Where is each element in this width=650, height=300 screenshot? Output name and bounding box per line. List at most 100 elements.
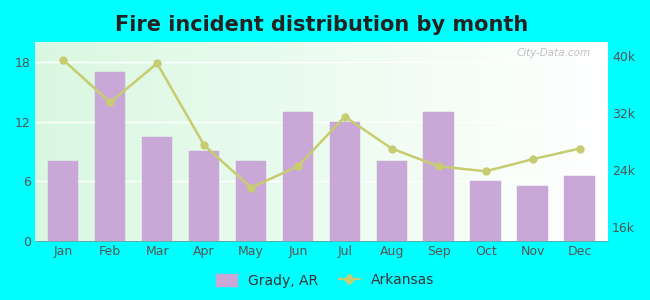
Bar [504, 42, 510, 241]
Bar [396, 42, 402, 241]
Bar [556, 42, 562, 241]
Bar [321, 42, 327, 241]
Bar [602, 42, 608, 241]
Bar [35, 42, 41, 241]
Bar [115, 42, 121, 241]
Bar [528, 42, 533, 241]
Bar [482, 42, 488, 241]
Bar [379, 42, 384, 241]
Bar [510, 42, 516, 241]
Bar [184, 42, 190, 241]
Bar [356, 42, 361, 241]
Bar [493, 42, 499, 241]
Bar [470, 42, 476, 241]
Bar [567, 42, 573, 241]
Bar [64, 42, 70, 241]
Bar [453, 42, 459, 241]
Bar [436, 42, 441, 241]
Bar [333, 42, 339, 241]
Bar [155, 42, 161, 241]
Bar [402, 42, 408, 241]
Bar [344, 42, 350, 241]
Bar [138, 42, 144, 241]
Bar [109, 42, 115, 241]
Bar [413, 42, 419, 241]
Bar [47, 42, 52, 241]
Bar [58, 42, 64, 241]
Bar [310, 42, 316, 241]
Bar [292, 42, 298, 241]
Bar [488, 42, 493, 241]
Bar [236, 161, 266, 241]
Bar [361, 42, 367, 241]
Bar [459, 42, 465, 241]
Bar [424, 42, 430, 241]
Bar [564, 176, 595, 241]
Bar [167, 42, 172, 241]
Bar [95, 72, 125, 241]
Bar [218, 42, 224, 241]
Bar [121, 42, 127, 241]
Bar [596, 42, 602, 241]
Bar [133, 42, 138, 241]
Bar [471, 181, 501, 241]
Bar [350, 42, 356, 241]
Bar [144, 42, 150, 241]
Bar [304, 42, 310, 241]
Bar [52, 42, 58, 241]
Bar [276, 42, 281, 241]
Bar [562, 42, 567, 241]
Bar [367, 42, 373, 241]
Bar [522, 42, 528, 241]
Bar [247, 42, 253, 241]
Bar [201, 42, 207, 241]
Bar [327, 42, 333, 241]
Bar [408, 42, 413, 241]
Bar [283, 112, 313, 241]
Bar [447, 42, 453, 241]
Bar [376, 161, 407, 241]
Bar [196, 42, 201, 241]
Bar [499, 42, 504, 241]
Bar [573, 42, 579, 241]
Bar [533, 42, 539, 241]
Bar [150, 42, 155, 241]
Bar [86, 42, 92, 241]
Bar [465, 42, 470, 241]
Bar [316, 42, 321, 241]
Bar [281, 42, 287, 241]
Bar [384, 42, 390, 241]
Bar [591, 42, 596, 241]
Bar [476, 42, 482, 241]
Title: Fire incident distribution by month: Fire incident distribution by month [115, 15, 528, 35]
Bar [264, 42, 270, 241]
Legend: Grady, AR, Arkansas: Grady, AR, Arkansas [211, 268, 439, 293]
Text: City-Data.com: City-Data.com [516, 48, 591, 58]
Bar [224, 42, 229, 241]
Bar [253, 42, 259, 241]
Bar [419, 42, 424, 241]
Bar [339, 42, 345, 241]
Bar [287, 42, 292, 241]
Bar [213, 42, 218, 241]
Bar [430, 42, 436, 241]
Bar [92, 42, 98, 241]
Bar [241, 42, 247, 241]
Bar [259, 42, 264, 241]
Bar [551, 42, 556, 241]
Bar [188, 152, 219, 241]
Bar [104, 42, 109, 241]
Bar [207, 42, 213, 241]
Bar [48, 161, 79, 241]
Bar [579, 42, 585, 241]
Bar [172, 42, 178, 241]
Bar [270, 42, 276, 241]
Bar [190, 42, 196, 241]
Bar [539, 42, 545, 241]
Bar [330, 122, 360, 241]
Bar [161, 42, 167, 241]
Bar [235, 42, 241, 241]
Bar [81, 42, 86, 241]
Bar [373, 42, 379, 241]
Bar [517, 186, 548, 241]
